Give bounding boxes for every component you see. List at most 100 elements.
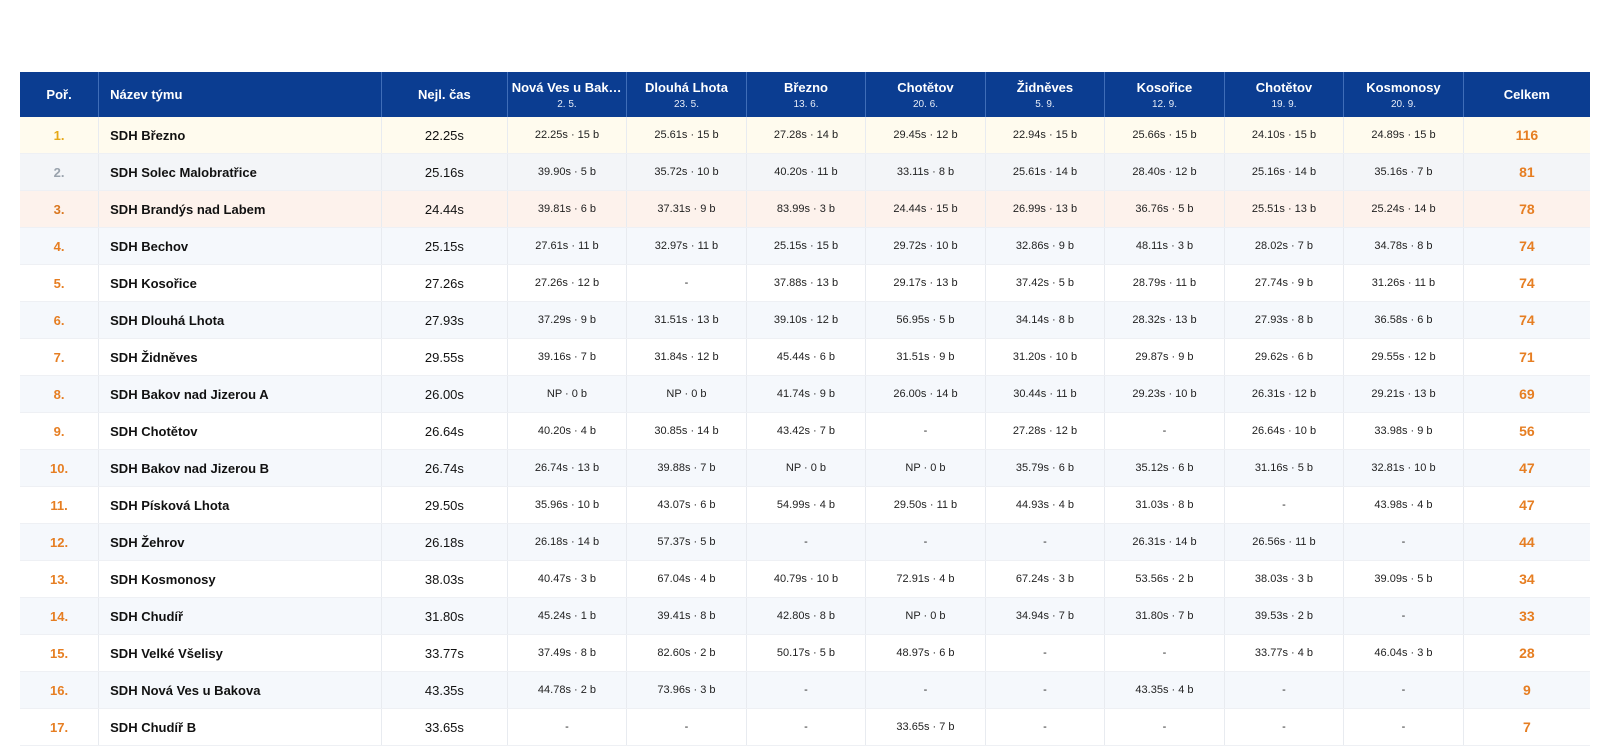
total-column-header[interactable]: Celkem xyxy=(1463,72,1590,117)
event-result-cell: 35.72s · 10 b xyxy=(626,153,747,191)
event-result-cell: 39.16s · 7 b xyxy=(507,338,628,376)
event-column-header[interactable]: Dlouhá Lhota 23. 5. xyxy=(626,72,747,117)
event-name: Kosmonosy xyxy=(1366,79,1441,95)
event-result-cell: 31.03s · 8 b xyxy=(1104,486,1225,524)
event-result-cell: 25.51s · 13 b xyxy=(1224,190,1345,228)
team-name-cell: SDH Chudíř B xyxy=(98,708,383,746)
table-row[interactable]: 15. SDH Velké Všelisy 33.77s 37.49s · 8 b 82… xyxy=(20,634,1590,672)
team-name-cell: SDH Velké Všelisy xyxy=(98,634,383,672)
event-result-cell: - xyxy=(1224,708,1345,746)
team-name-cell: SDH Chudíř xyxy=(98,597,383,635)
event-result-cell: 39.09s · 5 b xyxy=(1343,560,1464,598)
event-result-cell: 29.55s · 12 b xyxy=(1343,338,1464,376)
total-points-cell: 47 xyxy=(1463,449,1590,487)
event-result-cell: 36.76s · 5 b xyxy=(1104,190,1225,228)
event-result-cell: 26.18s · 14 b xyxy=(507,523,628,561)
best-time-cell: 25.16s xyxy=(381,153,508,191)
event-result-cell: 43.07s · 6 b xyxy=(626,486,747,524)
rank-cell: 9. xyxy=(20,412,100,450)
table-row[interactable]: 4. SDH Bechov 25.15s 27.61s · 11 b 32.97s · … xyxy=(20,227,1590,265)
total-points-cell: 34 xyxy=(1463,560,1590,598)
team-name-cell: SDH Bakov nad Jizerou A xyxy=(98,375,383,413)
event-date: 2. 5. xyxy=(557,98,577,110)
rank-cell: 1. xyxy=(20,117,100,154)
best-time-column-header[interactable]: Nejl. čas xyxy=(381,72,508,117)
rank-cell: 13. xyxy=(20,560,100,598)
table-row[interactable]: 2. SDH Solec Malobratřice 25.16s 39.90s · 5… xyxy=(20,153,1590,191)
team-name-cell: SDH Březno xyxy=(98,117,383,154)
event-result-cell: 28.79s · 11 b xyxy=(1104,264,1225,302)
table-row[interactable]: 17. SDH Chudíř B 33.65s - - -33.65s · 7 b----… xyxy=(20,708,1590,746)
event-column-header[interactable]: Kosmonosy 20. 9. xyxy=(1343,72,1464,117)
event-result-cell: 35.12s · 6 b xyxy=(1104,449,1225,487)
event-result-cell: 28.02s · 7 b xyxy=(1224,227,1345,265)
table-row[interactable]: 14. SDH Chudíř 31.80s 45.24s · 1 b 39.41s · … xyxy=(20,597,1590,635)
best-time-cell: 43.35s xyxy=(381,671,508,709)
event-result-cell: - xyxy=(507,708,628,746)
event-result-cell: 45.24s · 1 b xyxy=(507,597,628,635)
event-result-cell: 40.20s · 11 b xyxy=(746,153,867,191)
event-result-cell: NP · 0 b xyxy=(746,449,867,487)
table-row[interactable]: 5. SDH Kosořice 27.26s 27.26s · 12 b -37.88s… xyxy=(20,264,1590,302)
rank-column-header[interactable]: Poř. xyxy=(20,72,100,117)
team-name-cell: SDH Bakov nad Jizerou B xyxy=(98,449,383,487)
event-result-cell: - xyxy=(746,523,867,561)
event-result-cell: 37.31s · 9 b xyxy=(626,190,747,228)
table-row[interactable]: 13. SDH Kosmonosy 38.03s 40.47s · 3 b 67.04s… xyxy=(20,560,1590,598)
event-result-cell: 29.21s · 13 b xyxy=(1343,375,1464,413)
event-result-cell: - xyxy=(985,671,1106,709)
table-row[interactable]: 3. SDH Brandýs nad Labem 24.44s 39.81s · 6 … xyxy=(20,190,1590,228)
table-row[interactable]: 16. SDH Nová Ves u Bakova 43.35s 44.78s · 2… xyxy=(20,671,1590,709)
event-result-cell: - xyxy=(626,708,747,746)
event-result-cell: 31.26s · 11 b xyxy=(1343,264,1464,302)
event-result-cell: 56.95s · 5 b xyxy=(865,301,986,339)
table-row[interactable]: 6. SDH Dlouhá Lhota 27.93s 37.29s · 9 b 31.5… xyxy=(20,301,1590,339)
table-row[interactable]: 10. SDH Bakov nad Jizerou B 26.74s 26.74s ·… xyxy=(20,449,1590,487)
event-column-header[interactable]: Chotětov 20. 6. xyxy=(865,72,986,117)
total-points-cell: 74 xyxy=(1463,264,1590,302)
event-result-cell: 42.80s · 8 b xyxy=(746,597,867,635)
event-result-cell: 31.51s · 9 b xyxy=(865,338,986,376)
event-result-cell: 39.10s · 12 b xyxy=(746,301,867,339)
event-result-cell: 37.49s · 8 b xyxy=(507,634,628,672)
event-result-cell: 40.79s · 10 b xyxy=(746,560,867,598)
event-column-header[interactable]: Březno 13. 6. xyxy=(746,72,867,117)
table-row[interactable]: 12. SDH Žehrov 26.18s 26.18s · 14 b 57.37s ·… xyxy=(20,523,1590,561)
event-column-header[interactable]: Nová Ves u Bakova 2. 5. xyxy=(507,72,628,117)
event-result-cell: - xyxy=(865,671,986,709)
team-column-header[interactable]: Název týmu xyxy=(98,72,383,117)
event-result-cell: 24.89s · 15 b xyxy=(1343,117,1464,154)
event-column-header[interactable]: Chotětov 19. 9. xyxy=(1224,72,1345,117)
event-result-cell: 26.00s · 14 b xyxy=(865,375,986,413)
event-result-cell: 72.91s · 4 b xyxy=(865,560,986,598)
table-row[interactable]: 7. SDH Židněves 29.55s 39.16s · 7 b 31.84s ·… xyxy=(20,338,1590,376)
event-result-cell: - xyxy=(1104,412,1225,450)
event-result-cell: 40.20s · 4 b xyxy=(507,412,628,450)
total-points-cell: 81 xyxy=(1463,153,1590,191)
event-result-cell: 57.37s · 5 b xyxy=(626,523,747,561)
table-row[interactable]: 1. SDH Březno 22.25s 22.25s · 15 b 25.61s · … xyxy=(20,117,1590,154)
event-date: 20. 9. xyxy=(1390,98,1416,110)
event-result-cell: 27.74s · 9 b xyxy=(1224,264,1345,302)
event-result-cell: 53.56s · 2 b xyxy=(1104,560,1225,598)
event-result-cell: 29.23s · 10 b xyxy=(1104,375,1225,413)
event-result-cell: 34.94s · 7 b xyxy=(985,597,1106,635)
total-points-cell: 78 xyxy=(1463,190,1590,228)
event-result-cell: 83.99s · 3 b xyxy=(746,190,867,228)
event-result-cell: 33.98s · 9 b xyxy=(1343,412,1464,450)
total-points-cell: 71 xyxy=(1463,338,1590,376)
best-time-cell: 26.64s xyxy=(381,412,508,450)
event-column-header[interactable]: Kosořice 12. 9. xyxy=(1104,72,1225,117)
event-result-cell: 26.31s · 14 b xyxy=(1104,523,1225,561)
event-result-cell: 22.25s · 15 b xyxy=(507,117,628,154)
event-result-cell: 43.35s · 4 b xyxy=(1104,671,1225,709)
event-result-cell: 48.97s · 6 b xyxy=(865,634,986,672)
table-row[interactable]: 9. SDH Chotětov 26.64s 40.20s · 4 b 30.85s ·… xyxy=(20,412,1590,450)
event-column-header[interactable]: Židněves 5. 9. xyxy=(985,72,1106,117)
team-name-cell: SDH Solec Malobratřice xyxy=(98,153,383,191)
team-name-cell: SDH Nová Ves u Bakova xyxy=(98,671,383,709)
event-result-cell: 35.79s · 6 b xyxy=(985,449,1106,487)
event-result-cell: 25.24s · 14 b xyxy=(1343,190,1464,228)
